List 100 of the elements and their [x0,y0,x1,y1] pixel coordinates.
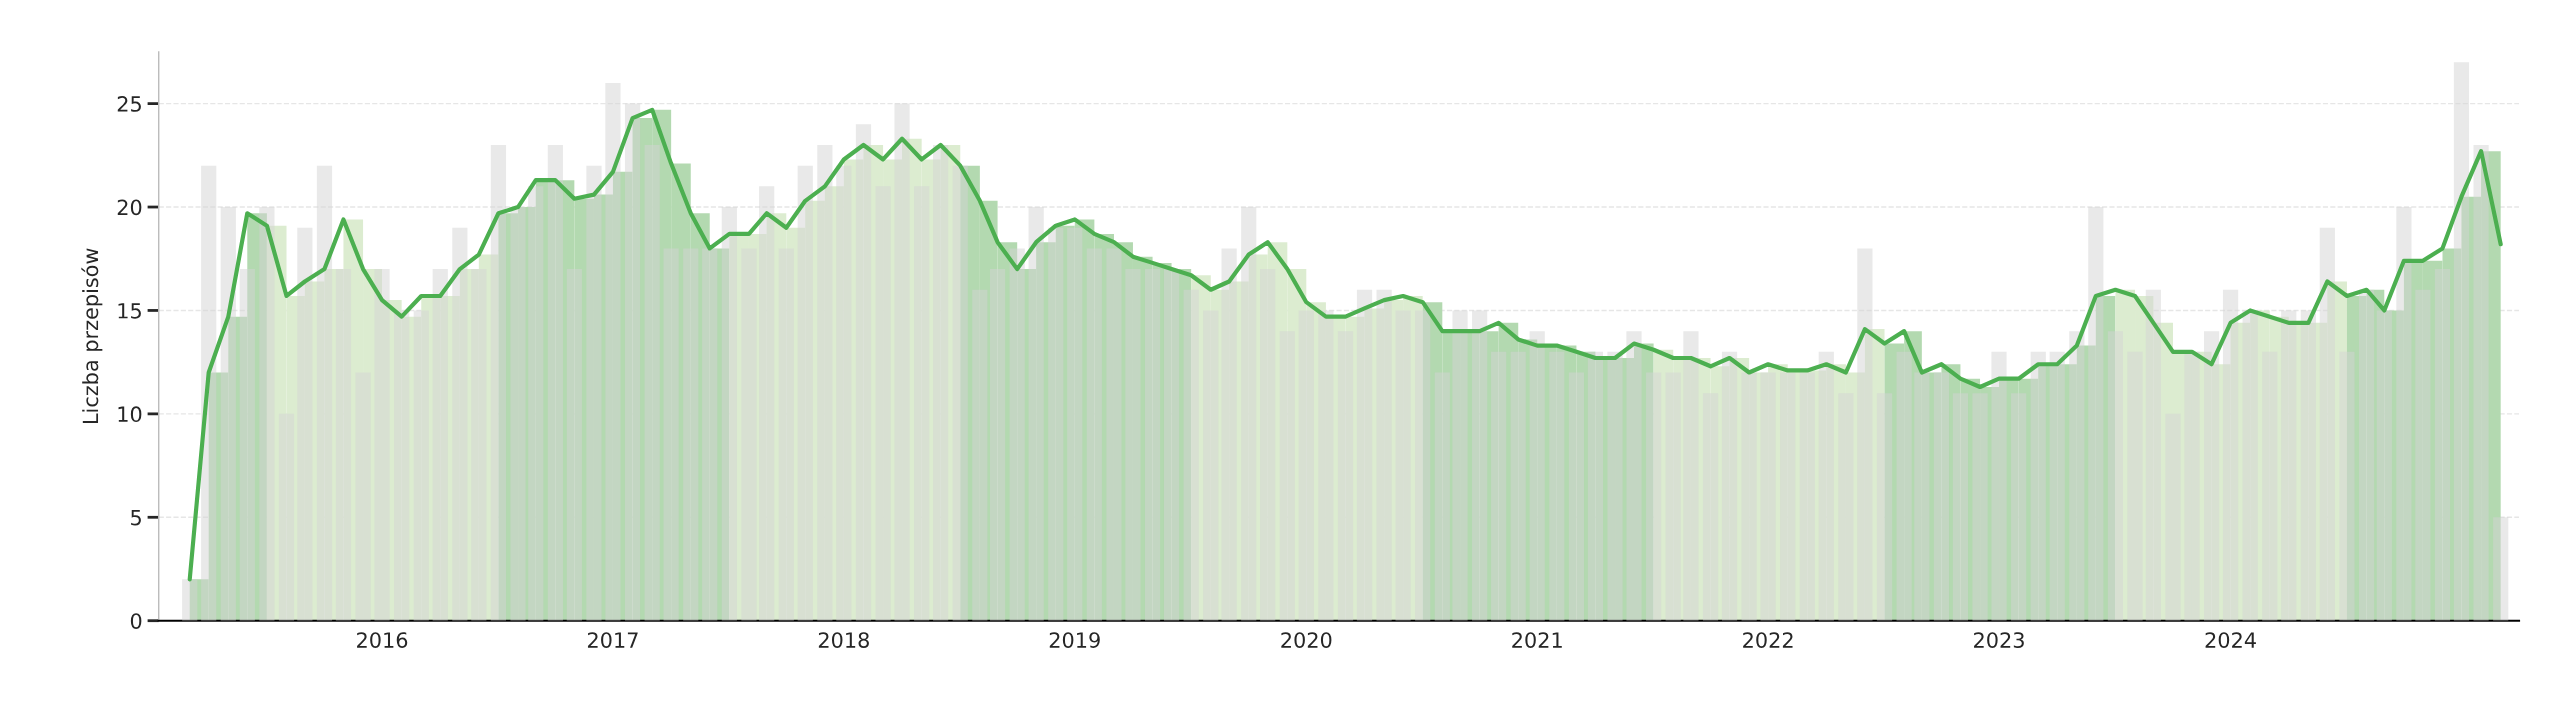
bar [1106,248,1122,621]
y-tick-label: 25 [117,96,141,112]
bar [702,248,718,621]
bar [2281,310,2297,621]
bar [1395,310,1411,621]
bar [1086,248,1102,621]
bar [1568,372,1585,621]
y-tick-label: 20 [117,199,142,216]
bar [1741,372,1757,621]
bar [1626,331,1642,621]
bar [1376,289,1392,621]
bar [182,579,198,621]
bar [1952,393,1969,621]
y-tick-label: 10 [118,406,142,423]
bar [1203,310,1219,621]
bar [1491,351,1507,621]
bar [721,207,737,621]
bar [1780,372,1796,621]
bar [297,227,313,621]
bar [2011,393,2027,621]
bar [1221,248,1237,621]
bar [624,103,641,621]
bar [1163,269,1180,621]
line-series [187,107,2503,582]
bar [605,82,621,621]
bar [855,124,872,621]
bar [1914,372,1930,621]
bar [1260,269,1276,621]
bar [2107,331,2124,621]
bar [1472,310,1488,621]
bar [1607,351,1623,621]
x-tick-label: 2022 [1743,632,1793,648]
bar [394,310,410,621]
bar [683,248,699,621]
x-tick-label: 2016 [357,632,408,648]
bar [1838,393,1854,621]
bar [1415,310,1431,621]
bar [2049,351,2065,621]
bar [1665,372,1681,621]
bar [2434,269,2451,621]
x-tick-label: 2021 [1512,632,1562,648]
bar [1356,289,1373,621]
bar [528,186,544,621]
y-tick-label: 15 [118,303,141,319]
bar [259,207,275,621]
bar [2262,351,2278,621]
bar [1972,393,1988,621]
bar [1434,372,1450,621]
bar [989,269,1006,621]
y-tick-label: 0 [130,613,142,629]
bar [2203,331,2220,621]
bar [1241,207,1257,621]
bar [1529,331,1545,621]
x-tick-label: 2024 [2205,632,2256,648]
x-tick-label: 2019 [1049,632,1100,648]
bar [1857,248,1873,621]
bar [2242,310,2258,621]
bar [413,310,429,621]
bar [1067,227,1083,621]
bar [914,186,930,621]
bar [836,165,852,621]
bar [952,165,968,621]
bar [933,144,949,621]
bar [374,269,390,621]
bar [278,413,295,621]
bar [2339,351,2355,621]
bar [1125,269,1141,621]
bar [1144,269,1161,621]
bar [2473,144,2489,621]
bar [972,289,988,621]
bar [316,165,333,621]
bar [220,207,236,621]
bar [2453,62,2470,621]
bar [432,269,448,621]
bar [335,269,352,621]
bar [2165,413,2181,621]
bar [2069,331,2085,621]
bar [1318,310,1334,621]
bar [1337,331,1354,621]
bar [1721,351,1738,621]
x-tick-label: 2020 [1281,632,1332,648]
bar [1452,310,1468,621]
x-tick-label: 2018 [818,632,869,648]
bar [355,372,371,621]
bar [1933,372,1950,621]
bar [741,248,757,621]
y-tick-label: 5 [131,510,141,526]
bar [547,144,563,621]
bar [239,269,255,621]
bar [1818,351,1834,621]
bar [2127,351,2143,621]
bar [452,227,468,621]
bar [1702,393,1719,621]
bar [644,144,660,621]
bar [1876,393,1893,621]
bar [2145,289,2161,621]
bar [1991,351,2007,621]
x-tick-label: 2023 [1974,632,2024,648]
bar [759,186,775,621]
bar [1009,248,1025,621]
